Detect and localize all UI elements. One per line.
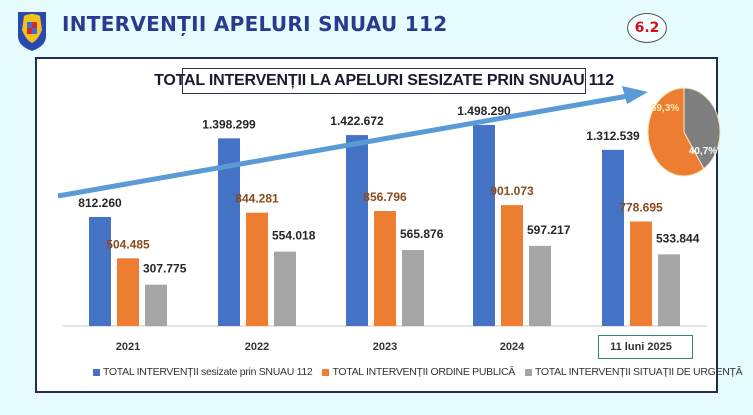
legend-swatch-gray	[525, 368, 532, 376]
data-label-public-order: 778.695	[619, 201, 663, 215]
data-label-emergency: 307.775	[143, 262, 187, 276]
data-label-total: 1.498.290	[457, 104, 511, 118]
pie-label: 40,7%	[689, 146, 717, 157]
bar-public-order-2	[374, 211, 396, 326]
x-tick-label: 11 luni 2025	[610, 341, 672, 353]
pie-slice-public-order	[647, 87, 705, 177]
x-tick-label: 2021	[116, 341, 140, 353]
bar-emergency-0	[145, 284, 167, 326]
bar-emergency-3	[529, 245, 551, 326]
bar-total-0	[89, 217, 111, 326]
data-label-emergency: 533.844	[656, 231, 700, 245]
bar-public-order-1	[246, 212, 268, 326]
legend-item-emergency: TOTAL INTERVENȚII SITUAȚII DE URGENȚĂ	[525, 366, 743, 378]
data-label-emergency: 565.876	[400, 227, 444, 241]
bar-public-order-4	[630, 221, 652, 326]
data-label-total: 1.422.672	[330, 114, 384, 128]
bar-total-2	[346, 135, 368, 326]
legend-label: TOTAL INTERVENȚII sesizate prin SNUAU 11…	[103, 366, 313, 378]
legend-item-public-order: TOTAL INTERVENȚII ORDINE PUBLICĂ	[322, 366, 515, 378]
bar-public-order-0	[117, 258, 139, 326]
bar-total-1	[218, 138, 240, 326]
bar-public-order-3	[501, 205, 523, 326]
pie-chart: 59,3% 40,7%	[647, 87, 721, 177]
pie-label: 59,3%	[651, 103, 679, 114]
bar-total-3	[473, 124, 495, 327]
data-label-total: 1.398.299	[202, 117, 256, 131]
x-tick-label: 2022	[245, 341, 269, 353]
chart-legend: TOTAL INTERVENȚII sesizate prin SNUAU 11…	[93, 366, 743, 378]
legend-swatch-orange	[322, 368, 330, 376]
data-label-public-order: 856.796	[363, 190, 407, 204]
period-highlight-box	[598, 335, 693, 359]
data-label-public-order: 901.073	[490, 184, 534, 198]
legend-label: TOTAL INTERVENȚII SITUAȚII DE URGENȚĂ	[535, 366, 743, 378]
x-tick-label: 2023	[373, 341, 397, 353]
data-label-public-order: 844.281	[235, 192, 279, 206]
bar-emergency-4	[658, 254, 680, 326]
slide-number-badge: 6.2	[627, 13, 667, 43]
pie-slice-emergency	[683, 87, 721, 170]
data-label-total: 1.312.539	[586, 129, 640, 143]
page-title: INTERVENȚII APELURI SNUAU 112	[62, 12, 448, 36]
data-label-emergency: 597.217	[527, 223, 571, 237]
x-tick-label: 2024	[500, 341, 525, 353]
coat-of-arms-icon	[18, 12, 46, 51]
bar-emergency-1	[274, 251, 296, 326]
legend-item-total: TOTAL INTERVENȚII sesizate prin SNUAU 11…	[93, 366, 313, 378]
data-label-emergency: 554.018	[272, 229, 316, 243]
legend-swatch-blue	[93, 368, 100, 376]
chart-title: TOTAL INTERVENȚII LA APELURI SESIZATE PR…	[154, 68, 614, 94]
legend-label: TOTAL INTERVENȚII ORDINE PUBLICĂ	[332, 366, 515, 378]
trend-arrow	[57, 86, 648, 199]
data-label-total: 812.260	[78, 196, 122, 210]
bar-total-4	[602, 149, 624, 326]
data-label-public-order: 504.485	[106, 237, 150, 251]
bar-emergency-2	[402, 250, 424, 326]
